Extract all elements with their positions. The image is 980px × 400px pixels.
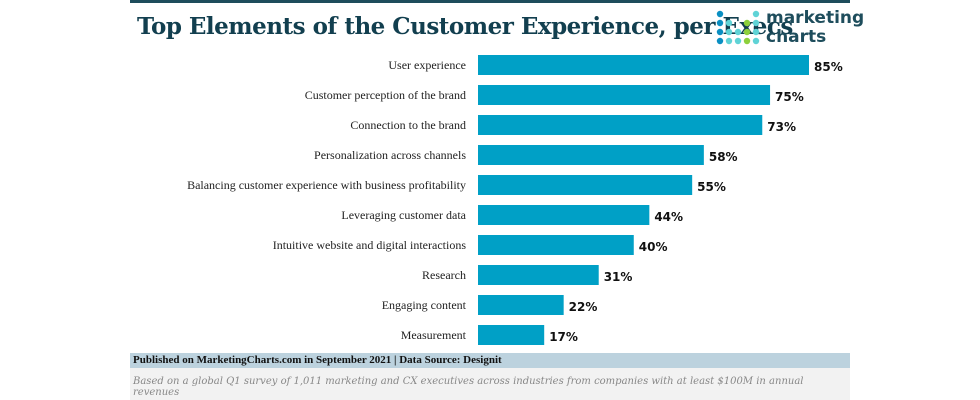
value-label: 75%	[775, 90, 804, 104]
bar	[478, 145, 704, 165]
category-label: Intuitive website and digital interactio…	[273, 238, 467, 252]
bar	[478, 235, 634, 255]
value-label: 17%	[549, 330, 578, 344]
bar	[478, 205, 650, 225]
marketingcharts-logo: marketing charts	[716, 9, 864, 50]
category-label: Personalization across channels	[314, 148, 466, 162]
logo-dots-icon	[716, 10, 760, 45]
category-label: Engaging content	[382, 298, 467, 312]
logo-line1: marketing	[766, 8, 865, 28]
value-label: 55%	[697, 180, 726, 194]
top-rule	[130, 0, 850, 3]
bar	[478, 175, 693, 195]
category-label: Leveraging customer data	[341, 208, 466, 222]
survey-note: Based on a global Q1 survey of 1,011 mar…	[130, 368, 850, 400]
bar-chart: User experience 85% Customer perception of…	[187, 55, 843, 345]
published-source: Published on MarketingCharts.com in Sept…	[130, 353, 850, 368]
category-label: Balancing customer experience with busin…	[187, 178, 466, 192]
logo-line2: charts	[766, 27, 827, 47]
value-label: 44%	[654, 210, 683, 224]
category-label: Measurement	[401, 328, 467, 342]
bar	[478, 85, 771, 105]
chart-title: Top Elements of the Customer Experience,…	[137, 13, 793, 40]
bar	[478, 115, 763, 135]
value-label: 58%	[709, 150, 738, 164]
category-label: Research	[422, 268, 466, 282]
category-label: User experience	[388, 58, 466, 72]
bar	[478, 265, 599, 285]
value-label: 40%	[639, 240, 668, 254]
category-label: Customer perception of the brand	[305, 88, 466, 102]
value-label: 22%	[569, 300, 598, 314]
category-label: Connection to the brand	[350, 118, 466, 132]
value-label: 85%	[814, 60, 843, 74]
value-label: 31%	[604, 270, 633, 284]
bar	[478, 325, 545, 345]
bar	[478, 55, 809, 75]
value-label: 73%	[767, 120, 796, 134]
bar	[478, 295, 564, 315]
